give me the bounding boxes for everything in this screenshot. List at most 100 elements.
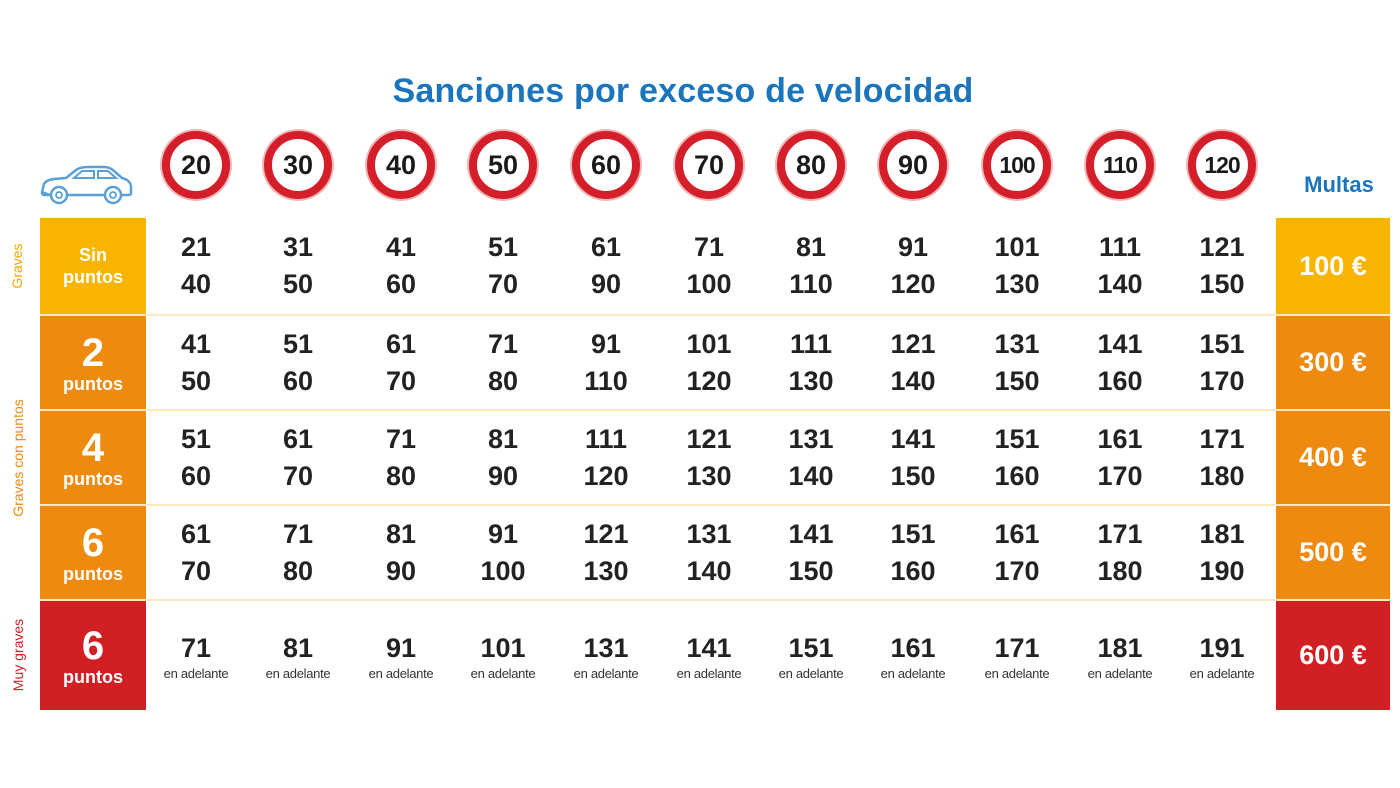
speed-range-cell: 161 170 bbox=[967, 506, 1067, 599]
range-to: en adelante bbox=[676, 666, 742, 681]
range-to: 90 bbox=[487, 460, 519, 491]
range-to: 40 bbox=[180, 269, 212, 299]
range-from: 121 bbox=[583, 518, 629, 549]
range-to: en adelante bbox=[1087, 666, 1153, 681]
speed-range-cell: 171 en adelante bbox=[967, 601, 1067, 710]
points-label: 6 puntos bbox=[40, 506, 146, 599]
speed-range-cell: 41 60 bbox=[351, 218, 451, 314]
speed-range-cell: 61 70 bbox=[146, 506, 246, 599]
range-from: 91 bbox=[897, 232, 929, 262]
range-to: en adelante bbox=[880, 666, 946, 681]
speed-range-cell: 81 110 bbox=[761, 218, 861, 314]
range-to: 160 bbox=[890, 555, 936, 586]
range-to: 100 bbox=[686, 269, 732, 299]
speed-range-cells: 21 40 31 50 41 60 51 70 61 90 71 100 81 110 91 120 101 13… bbox=[146, 218, 1276, 314]
range-from: 141 bbox=[788, 518, 834, 549]
range-to: 80 bbox=[282, 555, 314, 586]
range-from: 21 bbox=[180, 232, 212, 262]
range-to: en adelante bbox=[778, 666, 844, 681]
sanctions-table: Sin puntos 21 40 31 50 41 60 51 70 61 90 71 100 81 110 9… bbox=[40, 218, 1390, 710]
speed-range-cell: 21 40 bbox=[146, 218, 246, 314]
speed-range-cell: 101 120 bbox=[659, 316, 759, 409]
speed-range-cell: 111 130 bbox=[761, 316, 861, 409]
range-to: 150 bbox=[1199, 269, 1245, 299]
range-from: 171 bbox=[1097, 518, 1143, 549]
range-from: 141 bbox=[1097, 328, 1143, 359]
table-row: 2 puntos 41 50 51 60 61 70 71 80 91 110 101 120 111 130… bbox=[40, 316, 1390, 409]
range-to: 160 bbox=[1097, 365, 1143, 396]
range-to: 50 bbox=[282, 269, 314, 299]
range-to: 150 bbox=[890, 460, 936, 491]
points-value: 4 bbox=[81, 425, 105, 470]
range-to: 170 bbox=[994, 555, 1040, 586]
range-to: 180 bbox=[1097, 555, 1143, 586]
range-from: 81 bbox=[487, 423, 519, 454]
speed-range-cell: 71 80 bbox=[351, 411, 451, 504]
speed-range-cells: 41 50 51 60 61 70 71 80 91 110 101 120 111 130 121 140 1… bbox=[146, 316, 1276, 409]
points-unit: puntos bbox=[63, 563, 123, 584]
range-to: 60 bbox=[385, 269, 417, 299]
range-to: 120 bbox=[890, 269, 936, 299]
range-from: 91 bbox=[487, 518, 519, 549]
category-label-muy-graves: Muy graves bbox=[10, 618, 26, 692]
range-to: en adelante bbox=[265, 666, 331, 681]
speed-range-cell: 141 150 bbox=[761, 506, 861, 599]
points-label: 6 puntos bbox=[40, 601, 146, 710]
range-to: 130 bbox=[583, 555, 629, 586]
range-to: 70 bbox=[487, 269, 519, 299]
range-to: 70 bbox=[282, 460, 314, 491]
range-to: 140 bbox=[1097, 269, 1143, 299]
fine-amount: 500 € bbox=[1276, 506, 1390, 599]
speed-range-cell: 91 en adelante bbox=[351, 601, 451, 710]
fine-amount: 300 € bbox=[1276, 316, 1390, 409]
range-to: 70 bbox=[180, 555, 212, 586]
range-to: 150 bbox=[994, 365, 1040, 396]
range-to: en adelante bbox=[573, 666, 639, 681]
range-to: en adelante bbox=[163, 666, 229, 681]
range-to: 170 bbox=[1199, 365, 1245, 396]
range-from: 51 bbox=[180, 423, 212, 454]
speed-range-cell: 171 180 bbox=[1172, 411, 1272, 504]
range-to: 60 bbox=[282, 365, 314, 396]
speed-limit-sign-100: 100 bbox=[983, 131, 1051, 199]
points-unit: puntos bbox=[63, 666, 123, 687]
speed-range-cell: 161 en adelante bbox=[863, 601, 963, 710]
speed-range-cell: 121 130 bbox=[556, 506, 656, 599]
range-to: 160 bbox=[994, 460, 1040, 491]
range-from: 61 bbox=[180, 518, 212, 549]
speed-range-cell: 81 en adelante bbox=[248, 601, 348, 710]
speed-range-cell: 141 160 bbox=[1070, 316, 1170, 409]
range-from: 161 bbox=[890, 633, 936, 663]
speed-range-cell: 91 100 bbox=[453, 506, 553, 599]
speed-range-cell: 71 100 bbox=[659, 218, 759, 314]
range-to: 60 bbox=[180, 460, 212, 491]
range-to: 90 bbox=[385, 555, 417, 586]
speed-range-cell: 71 80 bbox=[453, 316, 553, 409]
range-to: 140 bbox=[788, 460, 834, 491]
fine-amount: 600 € bbox=[1276, 601, 1390, 710]
fine-amount: 400 € bbox=[1276, 411, 1390, 504]
range-from: 171 bbox=[1199, 423, 1245, 454]
range-to: 100 bbox=[480, 555, 526, 586]
range-from: 161 bbox=[994, 518, 1040, 549]
range-from: 51 bbox=[487, 232, 519, 262]
row-divider bbox=[40, 504, 1390, 506]
speed-range-cell: 151 160 bbox=[863, 506, 963, 599]
table-row: 6 puntos 71 en adelante 81 en adelante 91 en ad… bbox=[40, 601, 1390, 710]
range-to: 180 bbox=[1199, 460, 1245, 491]
speed-range-cells: 61 70 71 80 81 90 91 100 121 130 131 140 141 150 151 16… bbox=[146, 506, 1276, 599]
speed-range-cell: 101 en adelante bbox=[453, 601, 553, 710]
range-to: 140 bbox=[890, 365, 936, 396]
range-from: 151 bbox=[788, 633, 834, 663]
speed-limit-sign-90: 90 bbox=[879, 131, 947, 199]
range-to: 90 bbox=[590, 269, 622, 299]
points-unit: puntos bbox=[63, 373, 123, 394]
table-row: Sin puntos 21 40 31 50 41 60 51 70 61 90 71 100 81 110 9… bbox=[40, 218, 1390, 314]
speed-range-cell: 161 170 bbox=[1070, 411, 1170, 504]
speed-range-cell: 131 140 bbox=[659, 506, 759, 599]
range-from: 191 bbox=[1199, 633, 1245, 663]
range-to: 80 bbox=[487, 365, 519, 396]
speed-range-cell: 61 70 bbox=[351, 316, 451, 409]
speed-range-cell: 81 90 bbox=[351, 506, 451, 599]
range-to: 110 bbox=[789, 269, 833, 299]
